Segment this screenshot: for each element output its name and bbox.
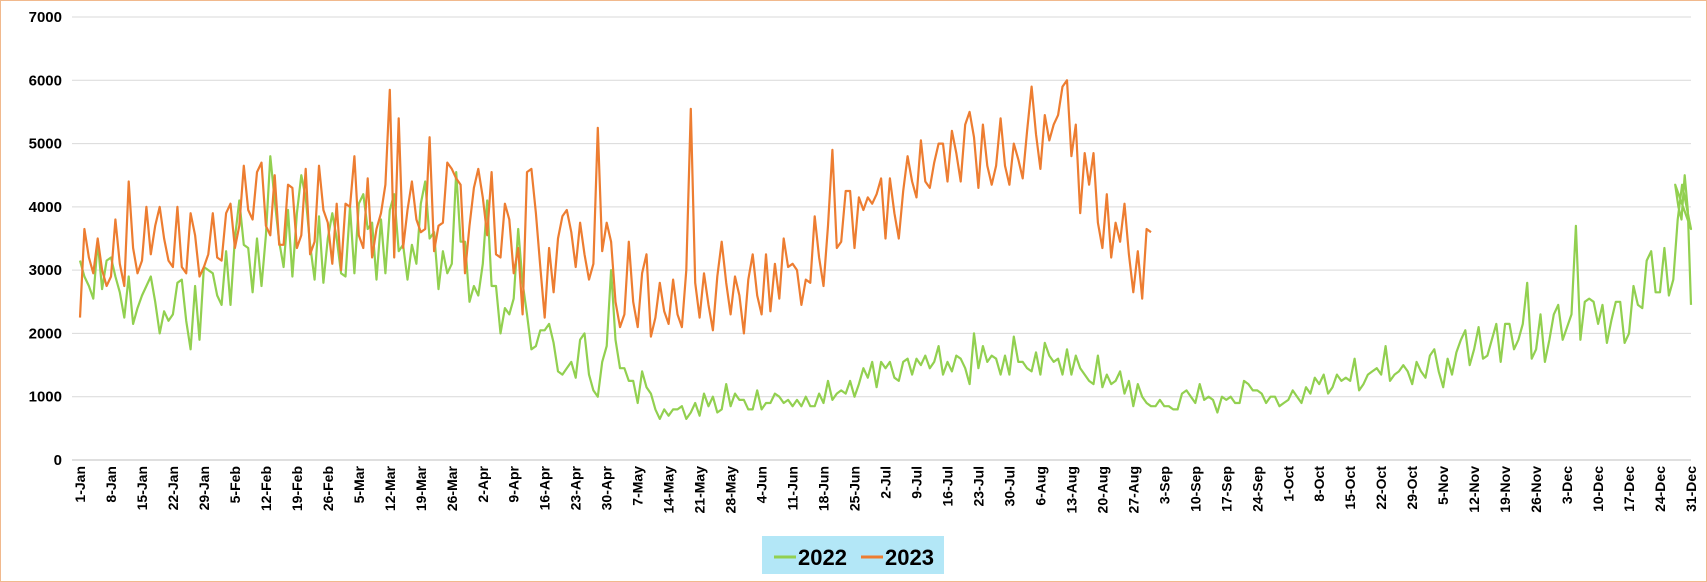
y-tick-label: 7000 [29,9,62,26]
x-tick-label: 3-Sep [1156,466,1172,504]
x-tick-label: 26-Nov [1528,466,1544,513]
x-tick-label: 10-Dec [1590,466,1606,512]
legend-label-2023: 2023 [885,545,934,570]
x-tick-label: 10-Sep [1187,466,1203,512]
x-tick-label: 24-Sep [1249,466,1265,512]
x-tick-label: 17-Dec [1621,466,1637,512]
x-tick-label: 26-Feb [320,466,336,511]
x-tick-label: 22-Jan [165,466,181,510]
x-tick-label: 2-Apr [475,465,491,502]
x-tick-label: 1-Oct [1280,466,1296,502]
x-tick-label: 5-Feb [227,466,243,503]
x-tick-label: 12-Feb [258,466,274,511]
x-tick-label: 13-Aug [1063,466,1079,513]
x-tick-label: 7-May [630,466,646,506]
x-tick-label: 28-May [723,466,739,514]
x-tick-label: 14-May [661,466,677,514]
x-tick-label: 15-Oct [1342,466,1358,510]
series-line-2022 [78,155,1693,420]
x-tick-label: 4-Jun [754,466,770,503]
x-tick-label: 3-Dec [1559,466,1575,504]
x-tick-label: 8-Jan [103,466,119,503]
x-tick-label: 29-Oct [1404,466,1420,510]
x-axis-ticks: 1-Jan 8-Jan 15-Jan 22-Jan 29-Jan 5-Feb 12-Feb 1… [72,465,1699,513]
x-tick-label: 5-Nov [1435,466,1451,505]
legend: 2022 2023 [762,536,944,574]
y-tick-label: 6000 [29,72,62,89]
x-tick-label: 30-Jul [1001,466,1017,506]
x-tick-label: 17-Sep [1218,466,1234,512]
y-tick-label: 2000 [29,325,62,342]
x-tick-label: 5-Mar [351,465,367,503]
x-tick-label: 19-Nov [1497,466,1513,513]
series-line-2023 [78,79,1152,338]
x-tick-label: 1-Jan [72,466,88,503]
x-tick-label: 11-Jun [785,466,801,510]
x-tick-label: 2-Jul [878,466,894,499]
x-tick-label: 23-Apr [568,465,584,510]
x-tick-label: 16-Apr [537,465,553,510]
x-tick-label: 12-Nov [1466,466,1482,513]
x-tick-label: 26-Mar [444,465,460,511]
x-tick-label: 18-Jun [816,466,832,511]
y-tick-label: 3000 [29,262,62,279]
series-lines [78,79,1693,420]
x-tick-label: 6-Aug [1032,466,1048,506]
x-tick-label: 20-Aug [1094,466,1110,513]
y-tick-label: 4000 [29,199,62,216]
x-tick-label: 15-Jan [134,466,150,510]
y-tick-label: 0 [54,452,62,469]
legend-box [762,536,944,574]
x-tick-label: 27-Aug [1125,466,1141,513]
x-tick-label: 9-Apr [506,465,522,502]
x-tick-label: 29-Jan [196,466,212,510]
x-tick-label: 31-Dec [1683,466,1699,512]
x-tick-label: 30-Apr [599,465,615,510]
x-tick-label: 22-Oct [1373,466,1389,510]
x-tick-label: 16-Jul [939,466,955,506]
x-tick-label: 12-Mar [382,465,398,511]
y-tick-label: 5000 [29,136,62,153]
y-axis-ticks: 0 1000 2000 3000 4000 5000 6000 7000 [29,9,62,469]
x-tick-label: 8-Oct [1311,466,1327,502]
y-tick-label: 1000 [29,389,62,406]
x-tick-label: 21-May [692,466,708,514]
x-tick-label: 23-Jul [970,466,986,506]
x-tick-label: 19-Feb [289,466,305,511]
x-tick-label: 24-Dec [1652,466,1668,512]
x-tick-label: 25-Jun [847,466,863,511]
gridlines [72,16,1691,461]
x-tick-label: 9-Jul [908,466,924,499]
legend-label-2022: 2022 [798,545,847,570]
x-tick-label: 19-Mar [413,465,429,511]
